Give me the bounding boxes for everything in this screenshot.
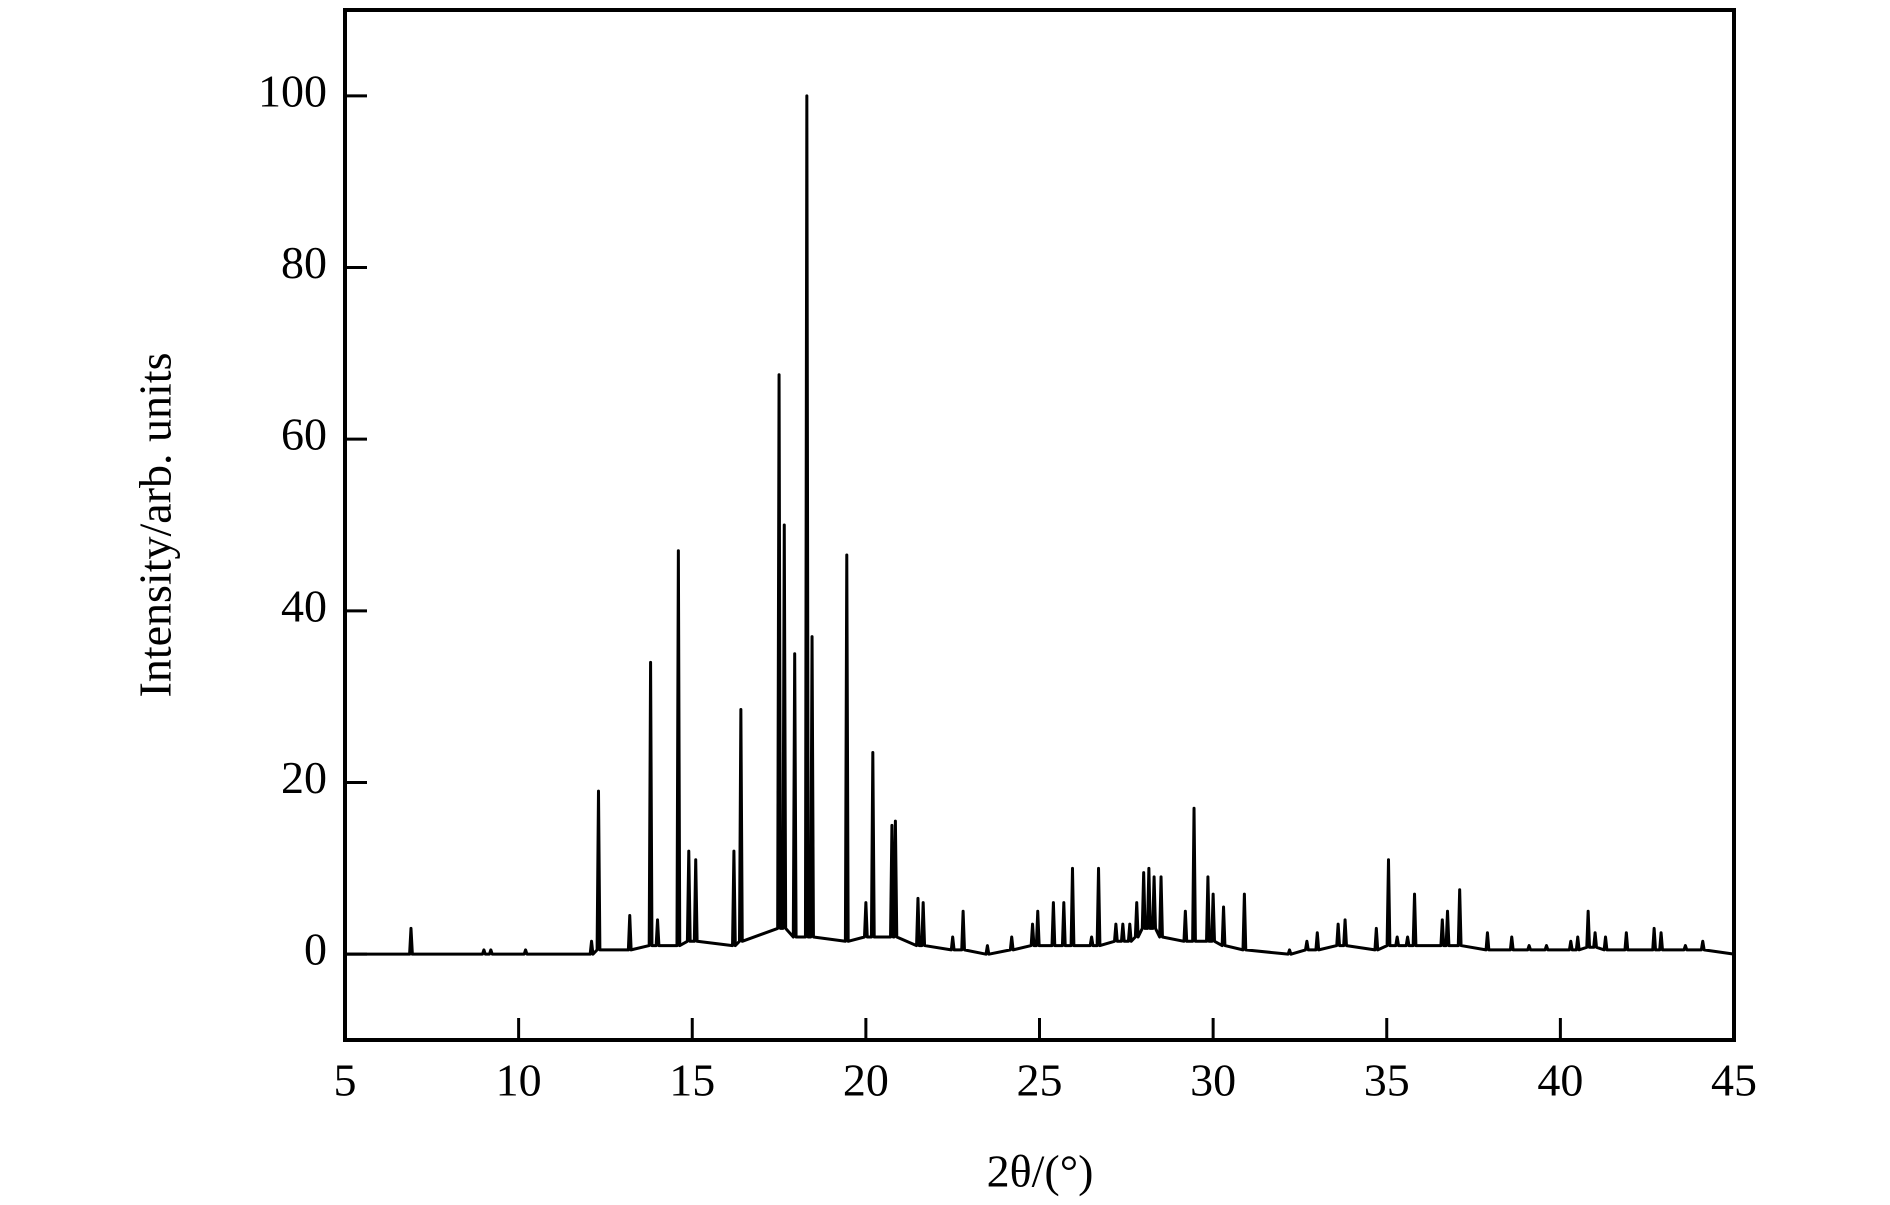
- x-tick-label: 35: [1364, 1055, 1410, 1106]
- x-tick-label: 15: [669, 1055, 715, 1106]
- x-tick-label: 25: [1017, 1055, 1063, 1106]
- plot-frame: [343, 8, 1736, 1042]
- y-tick-label: 0: [304, 924, 327, 975]
- y-axis-label: Intensity/arb. units: [130, 353, 181, 698]
- x-tick-label: 30: [1190, 1055, 1236, 1106]
- x-tick-label: 45: [1711, 1055, 1757, 1106]
- x-tick-label: 40: [1537, 1055, 1583, 1106]
- x-tick-label: 20: [843, 1055, 889, 1106]
- data-line: [345, 94, 1735, 956]
- y-tick-label: 40: [281, 580, 327, 631]
- x-tick-label: 5: [334, 1055, 357, 1106]
- y-tick-label: 100: [258, 65, 327, 116]
- y-tick-label: 20: [281, 752, 327, 803]
- y-tick-label: 80: [281, 237, 327, 288]
- x-axis-label: 2θ/(°): [987, 1146, 1094, 1197]
- x-tick-label: 10: [496, 1055, 542, 1106]
- y-tick-label: 60: [281, 409, 327, 460]
